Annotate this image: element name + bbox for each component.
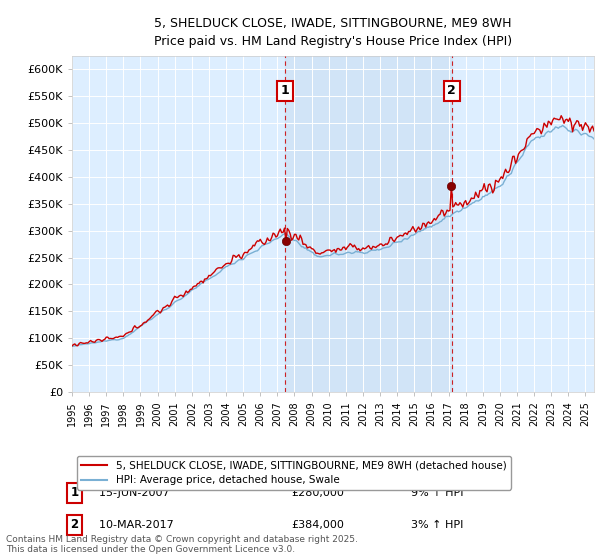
Text: Contains HM Land Registry data © Crown copyright and database right 2025.
This d: Contains HM Land Registry data © Crown c… <box>6 535 358 554</box>
Title: 5, SHELDUCK CLOSE, IWADE, SITTINGBOURNE, ME9 8WH
Price paid vs. HM Land Registry: 5, SHELDUCK CLOSE, IWADE, SITTINGBOURNE,… <box>154 17 512 48</box>
Text: £280,000: £280,000 <box>291 488 344 498</box>
Text: 3% ↑ HPI: 3% ↑ HPI <box>412 520 464 530</box>
Text: 2: 2 <box>448 85 456 97</box>
Text: 15-JUN-2007: 15-JUN-2007 <box>85 488 170 498</box>
Text: 1: 1 <box>71 486 79 500</box>
Text: £384,000: £384,000 <box>291 520 344 530</box>
Text: 10-MAR-2017: 10-MAR-2017 <box>85 520 174 530</box>
Legend: 5, SHELDUCK CLOSE, IWADE, SITTINGBOURNE, ME9 8WH (detached house), HPI: Average : 5, SHELDUCK CLOSE, IWADE, SITTINGBOURNE,… <box>77 456 511 489</box>
Text: 1: 1 <box>281 85 290 97</box>
Text: 9% ↑ HPI: 9% ↑ HPI <box>412 488 464 498</box>
Text: 2: 2 <box>71 518 79 531</box>
Bar <box>285 56 452 392</box>
